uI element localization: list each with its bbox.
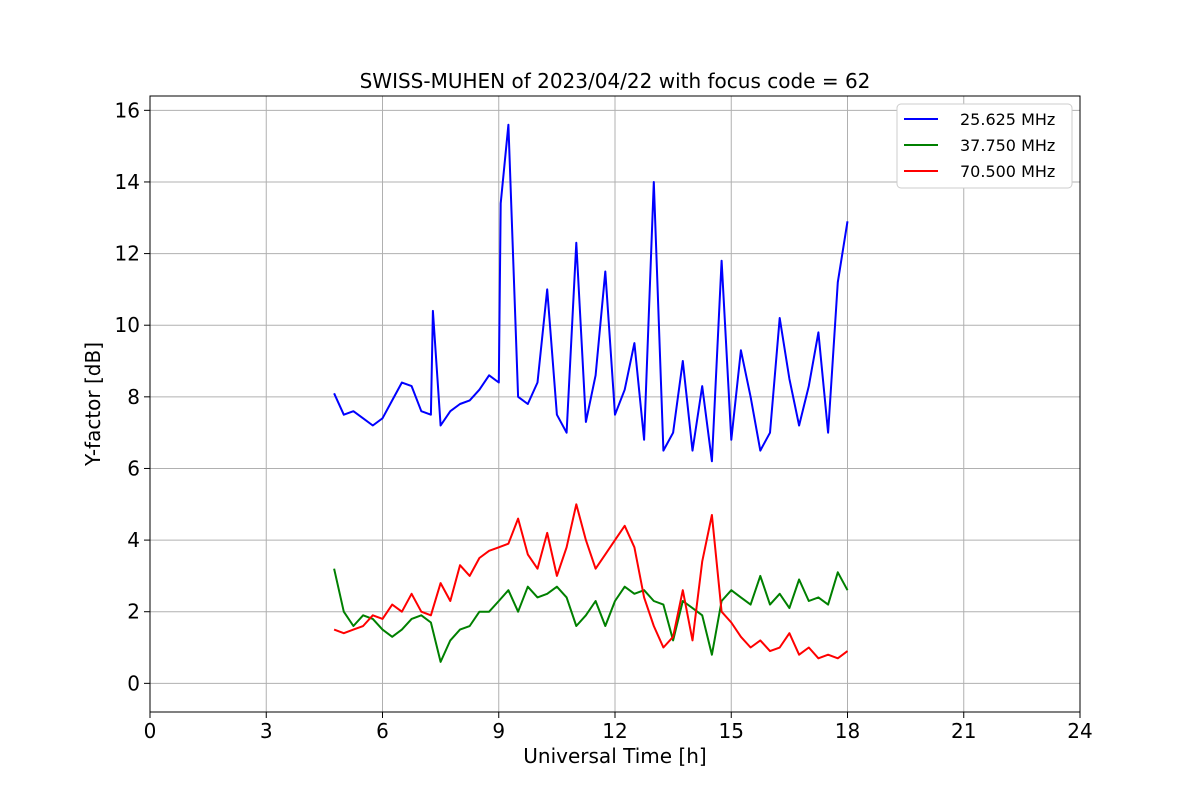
x-tick-label: 3 (260, 719, 273, 743)
x-tick-label: 24 (1067, 719, 1092, 743)
x-tick-label: 12 (602, 719, 627, 743)
y-tick-label: 16 (115, 98, 140, 122)
y-axis-title: Y-factor [dB] (81, 342, 105, 467)
y-tick-label: 10 (115, 313, 140, 337)
y-tick-label: 4 (127, 528, 140, 552)
series-line-1 (333, 123, 849, 463)
y-tick-label: 8 (127, 385, 140, 409)
chart-title: SWISS-MUHEN of 2023/04/22 with focus cod… (360, 69, 871, 93)
x-tick-label: 9 (492, 719, 505, 743)
x-axis-title: Universal Time [h] (523, 744, 706, 768)
legend-label: 25.625 MHz (960, 110, 1055, 129)
y-tick-label: 0 (127, 671, 140, 695)
series-line-3 (333, 503, 849, 660)
x-tick-label: 21 (951, 719, 976, 743)
x-tick-label: 18 (835, 719, 860, 743)
y-tick-label: 2 (127, 600, 140, 624)
x-tick-label: 15 (719, 719, 744, 743)
plot-series (333, 123, 849, 663)
legend-frame (896, 103, 1073, 189)
legend-label: 37.750 MHz (960, 136, 1055, 155)
y-tick-label: 14 (115, 170, 140, 194)
y-tick-label: 6 (127, 456, 140, 480)
legend-label: 70.500 MHz (960, 162, 1055, 181)
x-tick-label: 6 (376, 719, 389, 743)
legend: 25.625 MHz 37.750 MHz 70.500 MHz (896, 103, 1073, 189)
y-tick-label: 12 (115, 242, 140, 266)
x-tick-label: 0 (144, 719, 157, 743)
series-line-2 (333, 568, 849, 663)
